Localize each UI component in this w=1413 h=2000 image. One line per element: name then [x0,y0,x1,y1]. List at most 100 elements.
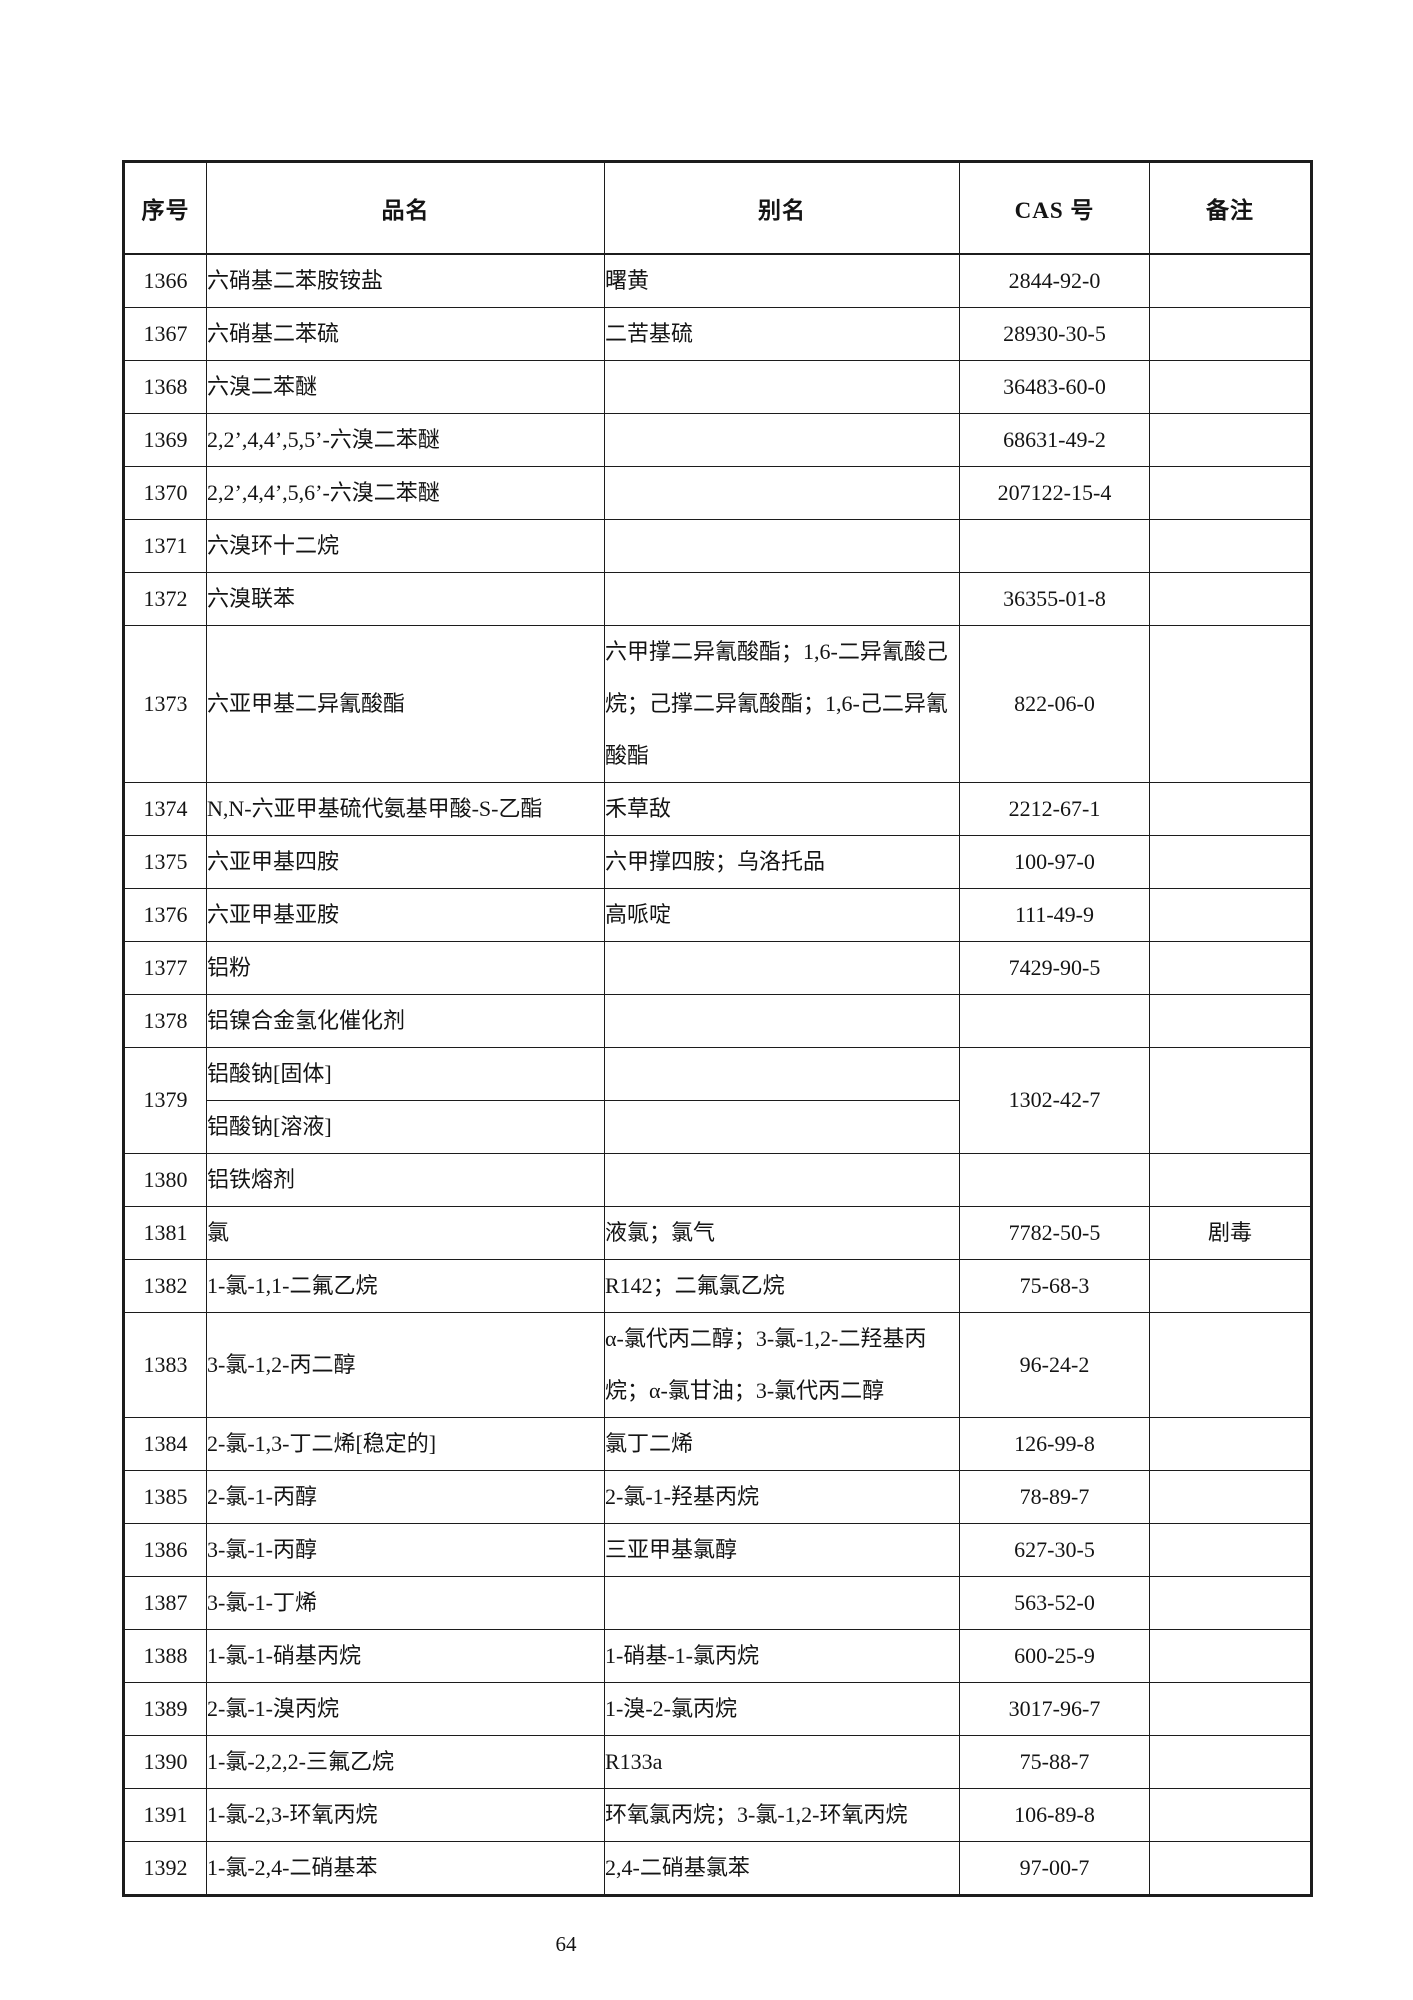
table-row: 1387 3-氯-1-丁烯 563-52-0 [123,1575,1312,1630]
table-row: 1372 六溴联苯 36355-01-8 [123,571,1312,626]
cell-name: 六溴环十二烷 [206,518,605,573]
table-row: 1367 六硝基二苯硫 二苦基硫 28930-30-5 [123,306,1312,361]
cell-cas [959,993,1150,1048]
cell-cas: 7782-50-5 [959,1205,1150,1260]
cell-cas: 7429-90-5 [959,940,1150,995]
cell-note [1149,465,1312,520]
cell-name: 1-氯-2,2,2-三氟乙烷 [206,1734,605,1789]
table-row: 1368 六溴二苯醚 36483-60-0 [123,359,1312,414]
cell-alias [604,359,960,414]
cell-note [1149,1628,1312,1683]
table-row: 1366 六硝基二苯胺铵盐 曙黄 2844-92-0 [123,253,1312,308]
table-row: 1375 六亚甲基四胺 六甲撑四胺；乌洛托品 100-97-0 [123,834,1312,889]
column-header-serial: 序号 [123,161,207,255]
cell-alias [604,993,960,1048]
cell-serial: 1386 [123,1522,207,1577]
table-row: 1379 铝酸钠[固体] 1302-42-7 [123,1046,1312,1154]
cell-serial: 1385 [123,1469,207,1524]
cell-name: 铝酸钠[固体] [206,1046,605,1101]
cell-serial: 1383 [123,1311,207,1418]
cell-cas: 563-52-0 [959,1575,1150,1630]
cell-cas: 2212-67-1 [959,781,1150,836]
cell-cas: 75-88-7 [959,1734,1150,1789]
table-header: 序号 品名 别名 CAS 号 备注 [123,161,1312,255]
cell-alias: 二苦基硫 [604,306,960,361]
cell-note [1149,940,1312,995]
cell-cas: 111-49-9 [959,887,1150,942]
cell-serial: 1382 [123,1258,207,1313]
cell-alias: 六甲撑四胺；乌洛托品 [604,834,960,889]
cell-note [1149,1840,1312,1896]
table-row: 1377 铝粉 7429-90-5 [123,940,1312,995]
cell-serial: 1392 [123,1840,207,1896]
cell-cas: 78-89-7 [959,1469,1150,1524]
cell-cas [959,1152,1150,1207]
table-row: 1382 1-氯-1,1-二氟乙烷 R142；二氟氯乙烷 75-68-3 [123,1258,1312,1313]
cell-note [1149,993,1312,1048]
cell-note [1149,1416,1312,1471]
page-number: 64 [555,1932,577,1956]
cell-cas: 207122-15-4 [959,465,1150,520]
cell-cas: 1302-42-7 [959,1046,1150,1154]
chemicals-table: 序号 品名 别名 CAS 号 备注 1366 六硝基二苯胺铵盐 曙黄 2844-92-… [122,160,1313,1897]
cell-note [1149,887,1312,942]
cell-serial: 1378 [123,993,207,1048]
table-row: 1369 2,2’,4,4’,5,5’-六溴二苯醚 68631-49-2 [123,412,1312,467]
cell-name: 六亚甲基亚胺 [206,887,605,942]
table-row: 1380 铝铁熔剂 [123,1152,1312,1207]
cell-alias [604,465,960,520]
cell-cas: 3017-96-7 [959,1681,1150,1736]
cell-name: 六硝基二苯胺铵盐 [206,253,605,308]
table-row: 1392 1-氯-2,4-二硝基苯 2,4-二硝基氯苯 97-00-7 [123,1840,1312,1896]
cell-alias [604,1099,960,1154]
cell-note [1149,1469,1312,1524]
cell-cas: 28930-30-5 [959,306,1150,361]
cell-alias [604,940,960,995]
cell-note [1149,1522,1312,1577]
table-row: 1385 2-氯-1-丙醇 2-氯-1-羟基丙烷 78-89-7 [123,1469,1312,1524]
cell-name: 3-氯-1,2-丙二醇 [206,1311,605,1418]
cell-serial: 1389 [123,1681,207,1736]
cell-alias: 环氧氯丙烷；3-氯-1,2-环氧丙烷 [604,1787,960,1842]
cell-serial: 1367 [123,306,207,361]
cell-serial: 1380 [123,1152,207,1207]
cell-cas: 627-30-5 [959,1522,1150,1577]
cell-name: 1-氯-1,1-二氟乙烷 [206,1258,605,1313]
cell-serial: 1381 [123,1205,207,1260]
table-row: 1373 六亚甲基二异氰酸酯 六甲撑二异氰酸酯；1,6-二异氰酸己烷；己撑二异氰酸酯… [123,624,1312,783]
table-row: 1389 2-氯-1-溴丙烷 1-溴-2-氯丙烷 3017-96-7 [123,1681,1312,1736]
cell-note [1149,306,1312,361]
table-row: 1386 3-氯-1-丙醇 三亚甲基氯醇 627-30-5 [123,1522,1312,1577]
table-row: 1383 3-氯-1,2-丙二醇 α-氯代丙二醇；3-氯-1,2-二羟基丙烷；α-氯… [123,1311,1312,1418]
cell-note: 剧毒 [1149,1205,1312,1260]
column-header-alias: 别名 [604,161,960,255]
cell-alias: 三亚甲基氯醇 [604,1522,960,1577]
cell-name: 2-氯-1,3-丁二烯[稳定的] [206,1416,605,1471]
table-row: 1381 氯液氯；氯气 7782-50-5 剧毒 [123,1205,1312,1260]
table-row: 1390 1-氯-2,2,2-三氟乙烷 R133a 75-88-7 [123,1734,1312,1789]
cell-name: 2,2’,4,4’,5,5’-六溴二苯醚 [206,412,605,467]
cell-note [1149,1258,1312,1313]
cell-name: 铝酸钠[溶液] [206,1099,605,1154]
cell-serial: 1377 [123,940,207,995]
cell-note [1149,1311,1312,1418]
cell-cas: 600-25-9 [959,1628,1150,1683]
cell-serial: 1370 [123,465,207,520]
cell-note [1149,253,1312,308]
cell-name: 六溴联苯 [206,571,605,626]
table-row: 1371 六溴环十二烷 [123,518,1312,573]
cell-name: 1-氯-2,4-二硝基苯 [206,1840,605,1896]
cell-note [1149,518,1312,573]
cell-serial: 1390 [123,1734,207,1789]
cell-serial: 1375 [123,834,207,889]
cell-alias: 曙黄 [604,253,960,308]
cell-note [1149,1681,1312,1736]
cell-alias: R142；二氟氯乙烷 [604,1258,960,1313]
cell-serial: 1384 [123,1416,207,1471]
table-row: 1370 2,2’,4,4’,5,6’-六溴二苯醚 207122-15-4 [123,465,1312,520]
table-header-row: 序号 品名 别名 CAS 号 备注 [123,161,1312,255]
cell-name: 六溴二苯醚 [206,359,605,414]
cell-alias: 氯丁二烯 [604,1416,960,1471]
cell-serial: 1376 [123,887,207,942]
cell-name: 六亚甲基四胺 [206,834,605,889]
